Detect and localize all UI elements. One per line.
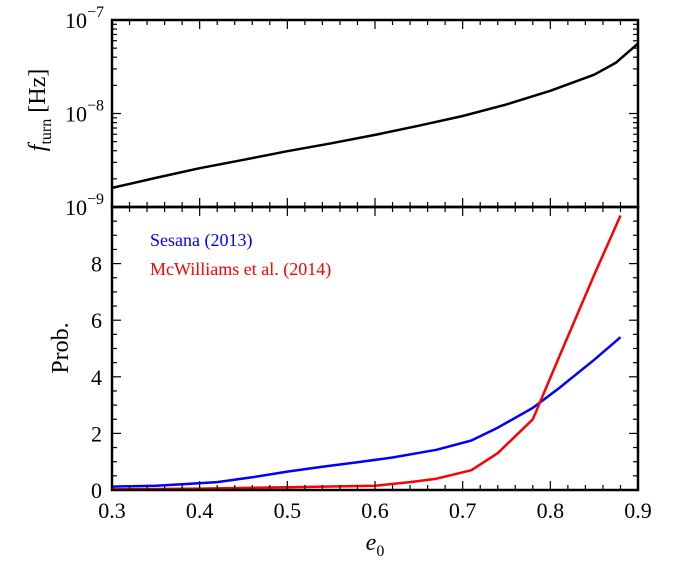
y-tick-label: 0 [91,478,102,503]
y-tick-label: 4 [91,365,102,390]
x-label-sub: 0 [376,543,384,560]
legend-entry-sesana: Sesana (2013) [150,230,252,251]
bottom-y-axis-label: Prob. [48,322,74,373]
y-label-sub: turn [38,119,55,145]
bottom-y-tick-labels: 0 2 4 6 8 [91,252,102,503]
y-tick-label-exponent: −9 [87,191,104,208]
bottom-ticks [111,206,639,491]
top-panel: 10−910−810−7 fturn [Hz] [25,4,640,220]
y-tick-label-base: 10 [65,195,87,220]
x-label-main: e [366,530,377,556]
legend-entry-mcwilliams: McWilliams et al. (2014) [150,259,331,280]
x-tick-label: 0.6 [361,498,389,523]
x-tick-label: 0.7 [449,498,477,523]
top-ticks [111,20,639,208]
top-plot-frame [110,18,640,209]
y-tick-label-base: 10 [65,8,87,33]
y-tick-label: 10−8 [65,98,104,127]
bottom-series-lines [111,214,622,491]
x-tick-label: 0.5 [274,498,302,523]
y-tick-label: 8 [91,252,102,277]
sesana-2013-line [111,336,622,488]
y-tick-label-exponent: −7 [87,4,104,21]
legend: Sesana (2013) McWilliams et al. (2014) [150,230,331,280]
y-tick-label-base: 10 [65,102,87,127]
x-tick-label: 0.3 [98,498,126,523]
top-series-lines [111,42,639,190]
y-label-main: f [25,141,51,151]
y-tick-label: 10−7 [65,4,104,33]
x-tick-label: 0.9 [624,498,652,523]
y-tick-label: 6 [91,308,102,333]
top-y-tick-labels: 10−910−810−7 [65,4,104,220]
x-axis-label: e0 [366,530,385,560]
y-tick-label: 2 [91,421,102,446]
mcwilliams-2014-line [111,214,622,491]
y-label-unit: [Hz] [25,69,51,119]
top-y-axis-label: fturn [Hz] [25,69,55,151]
y-tick-label-exponent: −8 [87,98,104,115]
x-tick-label: 0.8 [537,498,565,523]
y-tick-label: 10−9 [65,191,104,220]
x-tick-label: 0.4 [186,498,214,523]
f-turn-line [111,42,639,190]
x-tick-labels: 0.3 0.4 0.5 0.6 0.7 0.8 0.9 [98,498,652,523]
